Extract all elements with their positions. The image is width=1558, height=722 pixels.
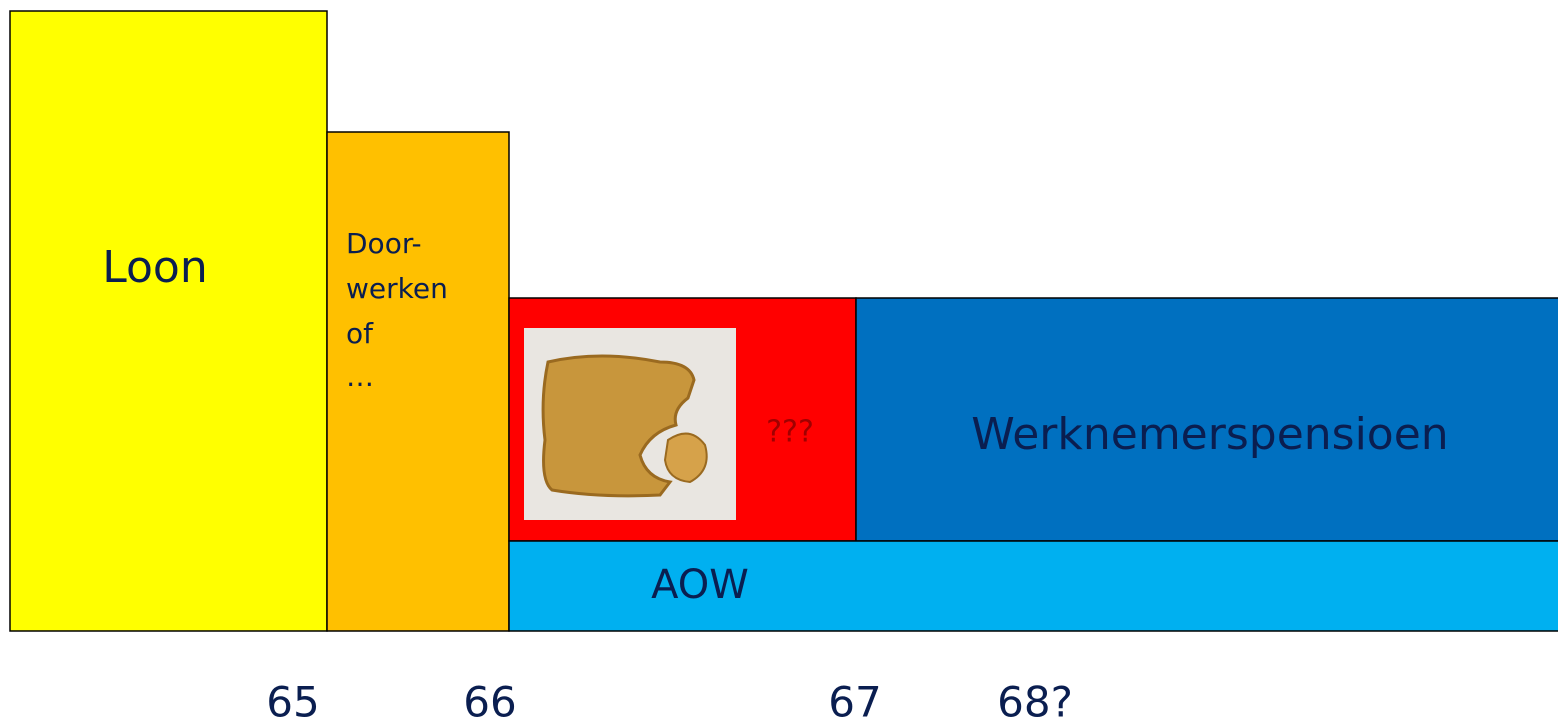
doorwerken-line: Door- <box>346 227 422 260</box>
age-label: 66 <box>463 678 516 722</box>
unknown-label: ??? <box>766 415 814 450</box>
doorwerken-line: of <box>346 317 374 350</box>
doorwerken-line: … <box>346 360 374 393</box>
age-label: 68? <box>997 678 1073 722</box>
doorwerken-line: werken <box>346 272 448 305</box>
loon-label: Loon <box>102 242 207 293</box>
bread-image <box>524 328 736 520</box>
diagram: Loon Door- werken of … ??? Werknemerspen… <box>0 0 1558 722</box>
aow-label: AOW <box>651 562 749 608</box>
age-label: 67 <box>828 678 881 722</box>
loon-block <box>10 11 327 631</box>
pension-label: Werknemerspensioen <box>971 409 1448 460</box>
age-label: 65 <box>266 678 319 722</box>
